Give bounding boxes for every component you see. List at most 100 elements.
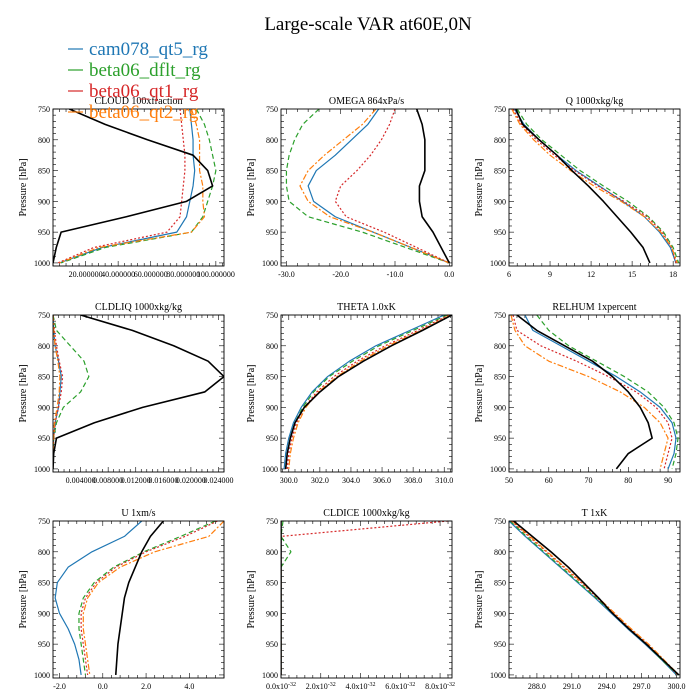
x-tick-label: 8.0x10-32 [425,682,455,691]
series-line-beta06_qt2_rg [510,315,669,470]
y-tick-label: 800 [266,548,278,557]
x-tick-label: 0.016000 [148,476,178,485]
series-line-cam078_qt5_rg [59,109,196,264]
series-lines [53,315,224,469]
x-tick-label: 4.0x10-32 [346,682,376,691]
y-tick-label: 1000 [34,671,50,680]
x-tick-label: -20.0 [332,270,349,279]
x-tick-label: 80 [624,476,632,485]
series-line-beta06_qt1_rg [57,109,186,264]
y-tick-label: 950 [38,228,50,237]
y-tick-label: 1000 [490,671,506,680]
plot-frame [508,314,681,473]
y-tick-label: 750 [38,311,50,320]
x-tick-label: 60 [545,476,553,485]
figure-title: Large-scale VAR at60E,0N [264,14,472,35]
x-tick-label: 80.000000 [166,270,200,279]
y-tick-label: 900 [38,403,50,412]
y-tick-label: 1000 [34,465,50,474]
series-line-black [53,315,224,469]
x-tick-label: 300.0 [280,476,298,485]
series-line-beta06_qt2_rg [82,521,224,676]
y-tick-label: 1000 [262,259,278,268]
legend-entry-beta06_dflt_rg: beta06_dflt_rg [68,60,201,81]
y-tick-label: 900 [494,197,506,206]
x-tick-label: 70 [585,476,593,485]
panel-8: CLDICE 1000xkg/kg Pressure [hPa] 750 800 850… [246,508,455,691]
panel-3: Q 1000xkg/kg Pressure [hPa] 750 800 850 900 95… [474,96,681,279]
series-line-beta06_dflt_rg [285,109,450,264]
y-tick-label: 900 [38,197,50,206]
y-axis-label: Pressure [hPa] [474,364,485,422]
y-tick-label: 850 [266,579,278,588]
series-line-black [284,315,452,470]
panel-9: T 1xK Pressure [hPa] 750 800 850 900 950 1000 28… [474,508,686,691]
y-tick-label: 850 [494,167,506,176]
series-line-cam078_qt5_rg [53,315,62,469]
y-tick-label: 800 [38,136,50,145]
legend-entry-beta06_qt2_rg: beta06_qt2_rg [68,102,199,123]
series-line-cam078_qt5_rg [54,521,143,676]
y-tick-label: 1000 [490,465,506,474]
y-tick-label: 950 [38,434,50,443]
y-tick-label: 800 [266,136,278,145]
series-line-cam078_qt5_rg [307,109,450,264]
x-tick-label: 0.008000 [93,476,123,485]
x-tick-label: 12 [587,270,595,279]
x-tick-label: 0.020000 [176,476,206,485]
y-tick-label: 800 [494,342,506,351]
y-tick-label: 750 [38,517,50,526]
series-lines [509,521,680,676]
panel-title: RELHUM 1xpercent [552,302,636,313]
series-line-beta06_dflt_rg [281,521,292,675]
x-tick-label: 90 [664,476,672,485]
y-axis-label: Pressure [hPa] [246,364,257,422]
x-tick-label: 2.0x10-32 [306,682,336,691]
y-tick-label: 950 [38,640,50,649]
panel-title: OMEGA 864xPa/s [329,96,404,107]
panel-title: U 1xm/s [121,508,155,519]
x-tick-label: 2.0 [141,682,151,691]
series-line-beta06_qt1_rg [512,315,673,470]
y-tick-label: 750 [494,105,506,114]
series-line-beta06_qt2_rg [511,109,678,264]
y-tick-label: 900 [494,609,506,618]
y-tick-label: 850 [38,373,50,382]
series-line-beta06_dflt_rg [516,109,680,264]
y-tick-label: 850 [38,167,50,176]
y-tick-label: 800 [38,548,50,557]
x-tick-label: 15 [628,270,636,279]
series-line-beta06_qt2_rg [59,109,206,264]
y-tick-label: 900 [38,609,50,618]
series-line-beta06_qt2_rg [512,521,680,676]
y-tick-label: 1000 [262,465,278,474]
x-tick-label: 288.0 [528,682,546,691]
x-tick-label: 310.0 [435,476,453,485]
legend-label: beta06_qt1_rg [89,81,199,102]
y-axis-label: Pressure [hPa] [474,158,485,216]
y-tick-label: 900 [266,609,278,618]
panels: CLOUD 100xfraction Pressure [hPa] 750 800 85… [18,96,686,691]
y-tick-label: 950 [494,640,506,649]
y-tick-label: 900 [266,403,278,412]
legend-label: cam078_qt5_rg [89,39,208,60]
y-tick-label: 800 [266,342,278,351]
plot-frame [280,314,453,473]
y-tick-label: 800 [38,342,50,351]
x-tick-label: 291.0 [563,682,581,691]
x-tick-label: 0.0 [444,270,454,279]
plot-frame [508,108,681,267]
series-line-cam078_qt5_rg [283,315,445,469]
y-axis-label: Pressure [hPa] [18,570,29,628]
y-axis-label: Pressure [hPa] [474,570,485,628]
y-tick-label: 850 [494,373,506,382]
panel-title: T 1xK [582,508,608,519]
series-line-beta06_qt1_rg [512,109,677,264]
series-line-black [515,109,651,264]
y-tick-label: 950 [266,640,278,649]
y-tick-label: 900 [266,197,278,206]
y-tick-label: 950 [494,434,506,443]
panel-6: RELHUM 1xpercent Pressure [hPa] 750 800 850 9… [474,302,681,485]
series-line-cam078_qt5_rg [513,109,677,264]
